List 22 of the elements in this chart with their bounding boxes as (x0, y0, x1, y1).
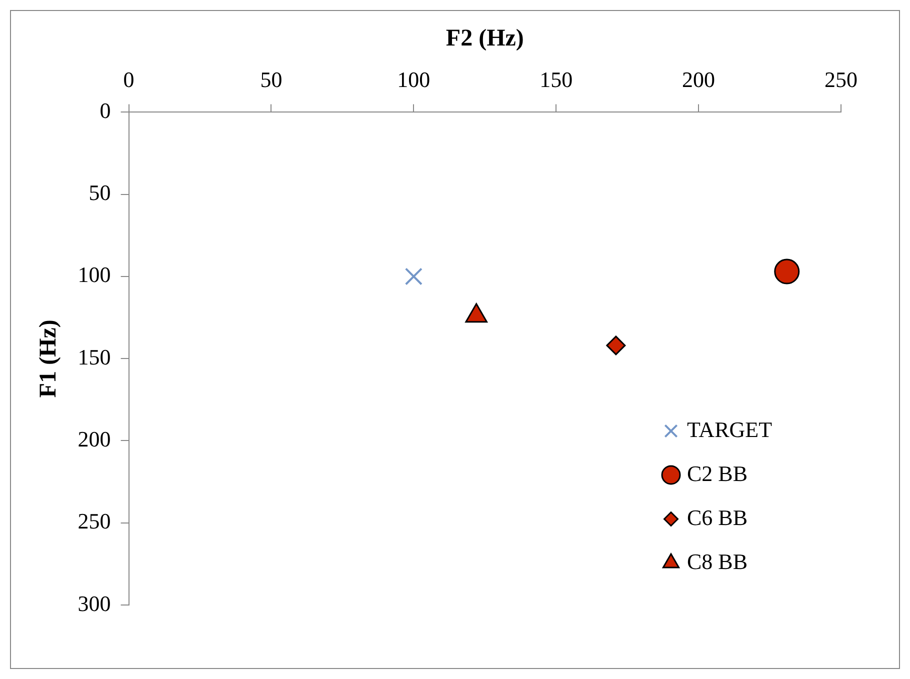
y-tick-label: 250 (78, 508, 111, 534)
x-tick-label: 150 (540, 66, 573, 92)
y-tick-label: 200 (78, 426, 111, 452)
legend-label: C6 BB (687, 504, 748, 530)
legend-label: C8 BB (687, 548, 748, 574)
y-tick-label: 300 (78, 590, 111, 616)
x-tick-label: 100 (397, 66, 430, 92)
y-tick-label: 50 (88, 180, 111, 206)
legend-label: C2 BB (687, 460, 748, 486)
y-tick-label: 100 (78, 262, 111, 288)
legend-label: TARGET (687, 416, 773, 442)
point (774, 258, 800, 284)
point (606, 336, 626, 356)
x-tick-label: 0 (123, 66, 134, 92)
y-tick-label: 0 (100, 98, 111, 123)
x-tick-label: 200 (682, 66, 716, 92)
point (404, 268, 422, 286)
x-tick-label: 50 (260, 66, 282, 92)
y-tick-label: 150 (78, 344, 111, 370)
y-axis-title: F1 (Hz) (36, 320, 62, 398)
x-axis-title: F2 (Hz) (446, 26, 524, 52)
x-tick-label: 250 (824, 66, 858, 92)
